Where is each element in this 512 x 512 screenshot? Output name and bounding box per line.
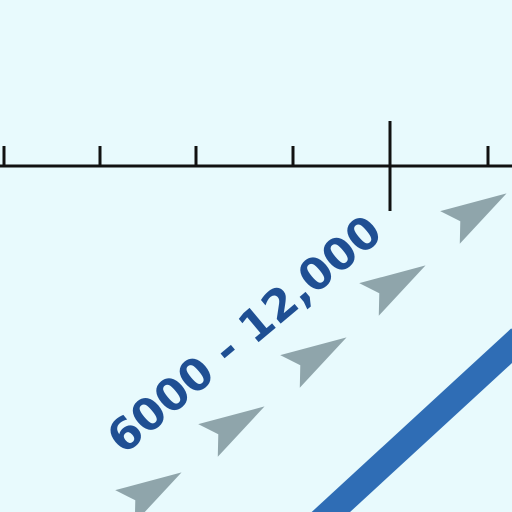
direction-arrow xyxy=(198,406,265,457)
scale-bar xyxy=(0,121,512,211)
direction-arrow xyxy=(115,472,182,512)
direction-arrow xyxy=(440,193,507,244)
direction-arrows xyxy=(115,193,507,512)
route-band xyxy=(311,328,512,512)
direction-arrow xyxy=(280,337,347,388)
direction-arrow xyxy=(359,265,426,316)
